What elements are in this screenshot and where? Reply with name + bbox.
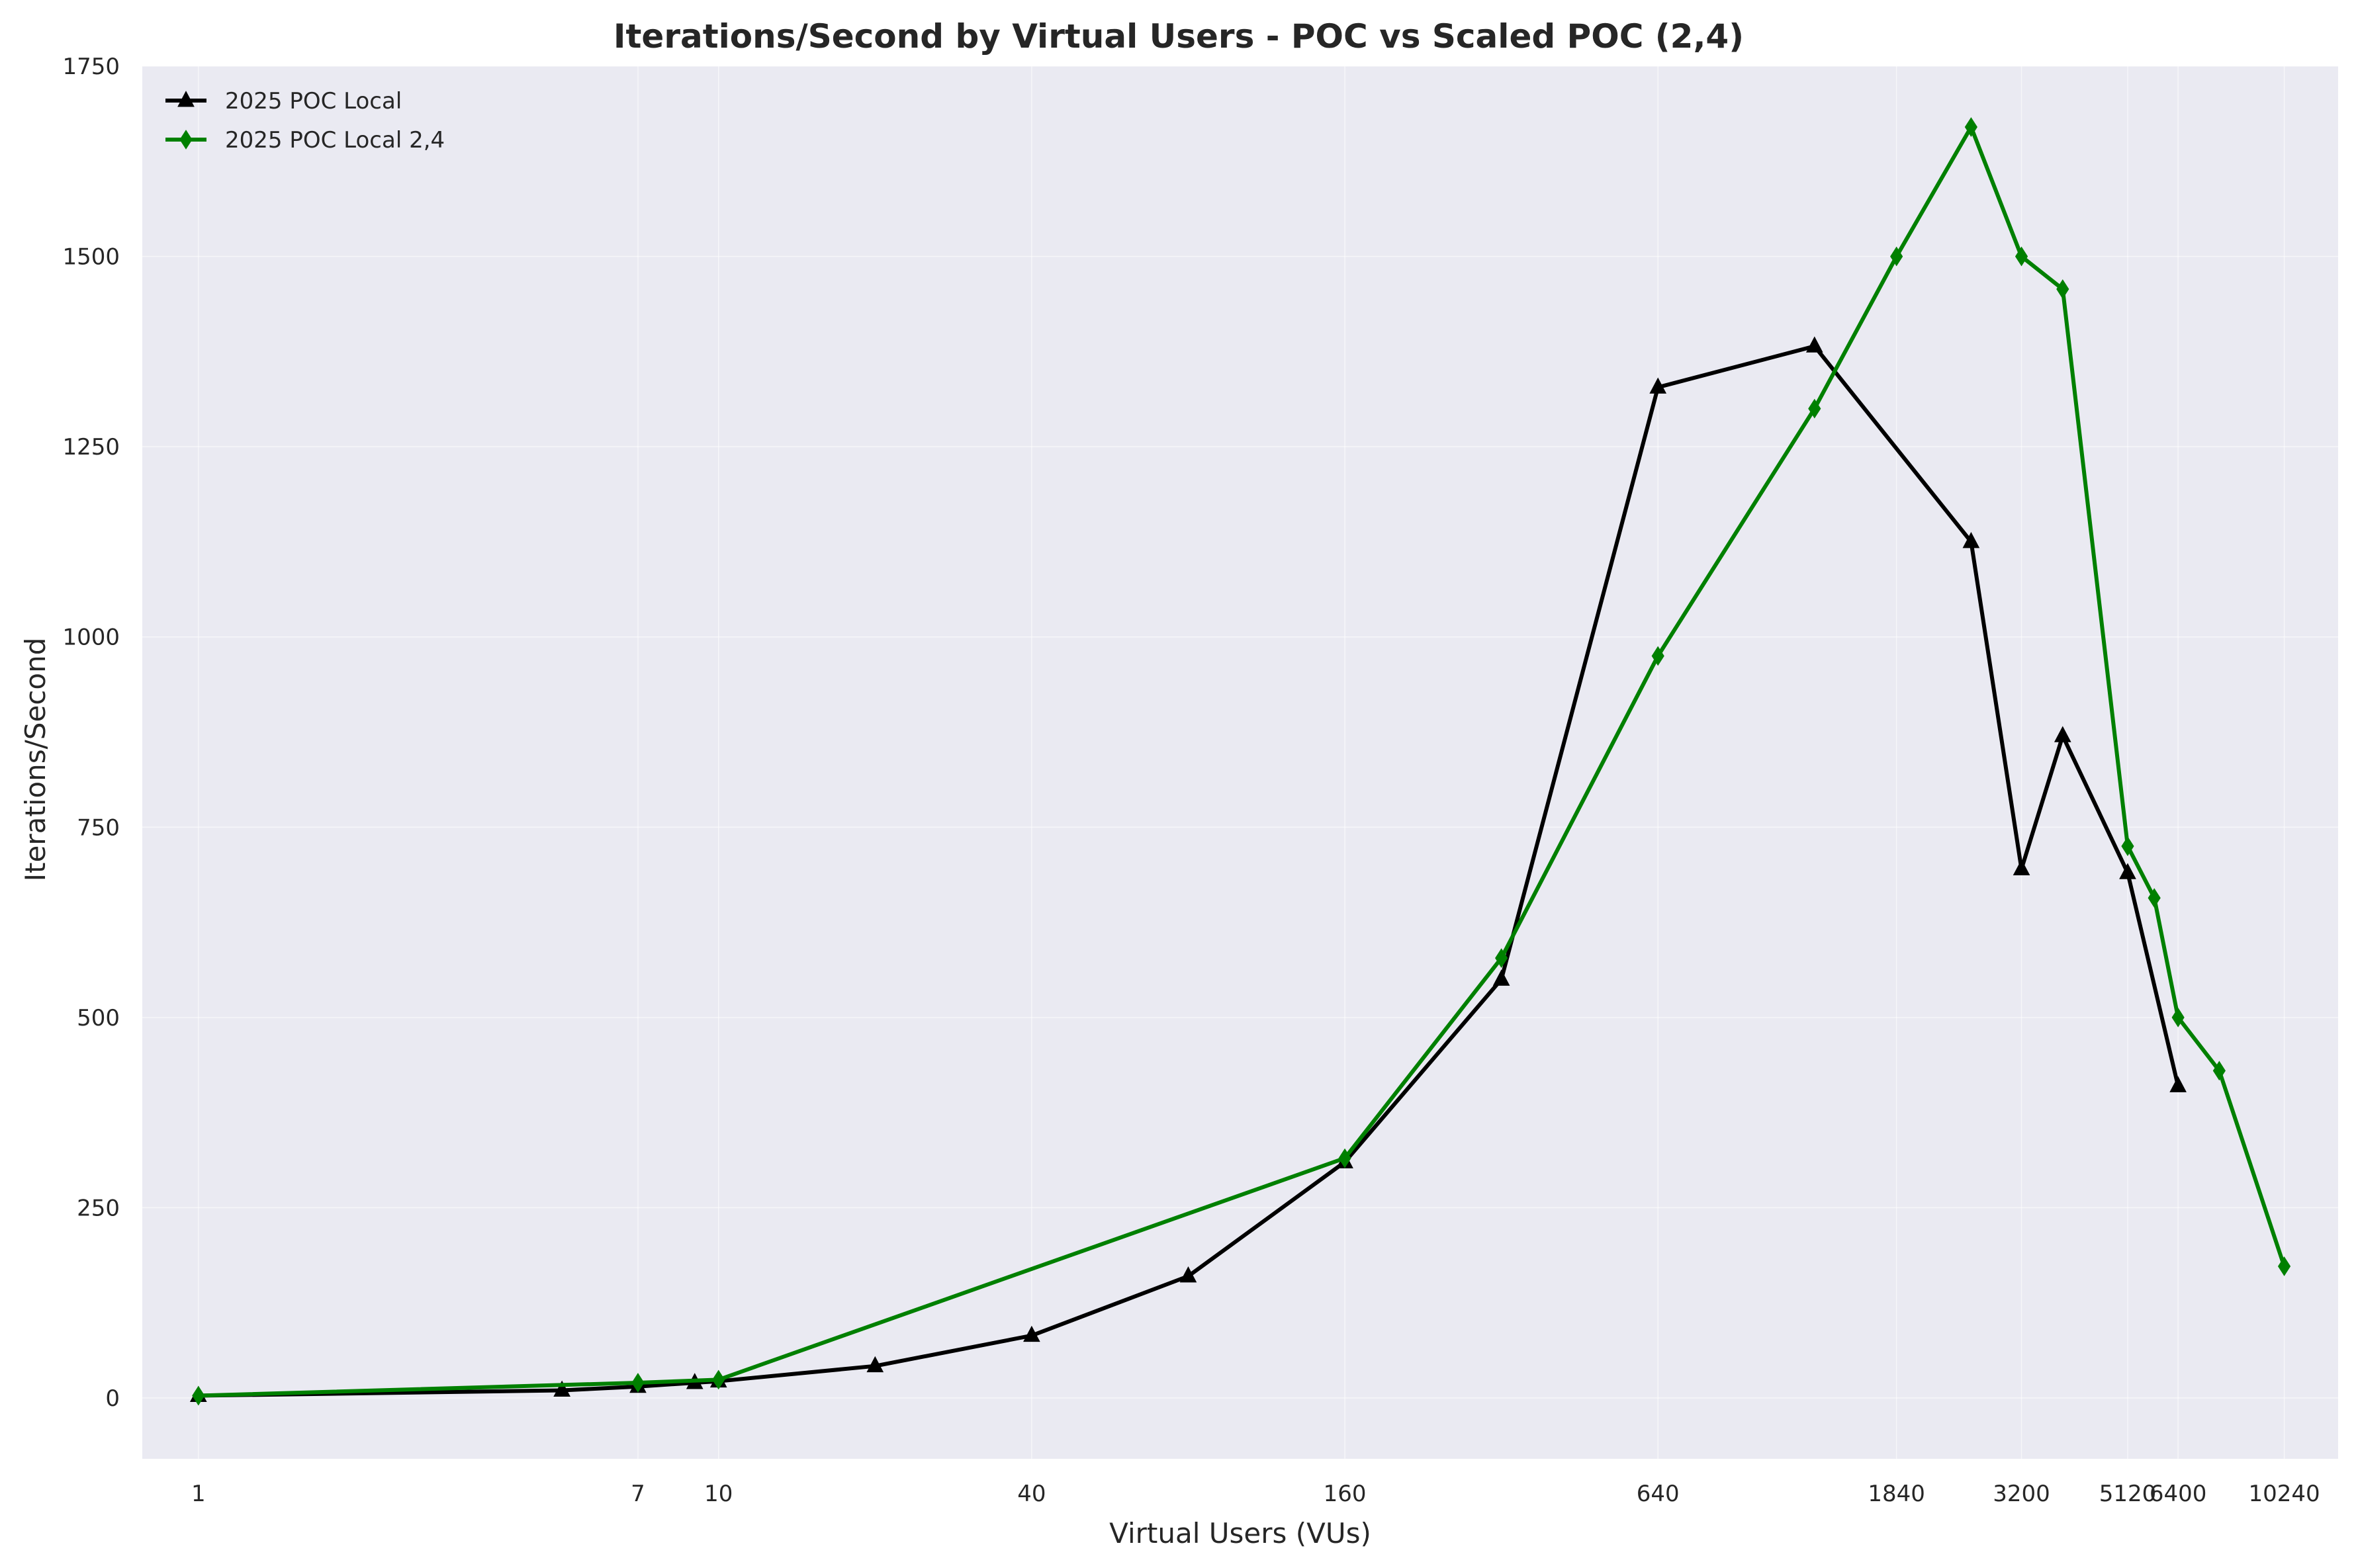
y-tick-label: 1000 (62, 625, 120, 651)
data-point (1338, 1148, 1351, 1168)
legend-item: 2025 POC Local 2,4 (165, 127, 445, 153)
data-point (1649, 377, 1667, 394)
y-tick-label: 750 (77, 814, 120, 841)
data-point (2169, 1076, 2187, 1092)
data-point (2121, 836, 2134, 856)
legend-item: 2025 POC Local (165, 88, 402, 114)
x-tick-label: 40 (1017, 1481, 1046, 1507)
data-point (192, 1385, 205, 1406)
legend: 2025 POC Local 2025 POC Local 2,4 (165, 88, 445, 153)
legend-label: 2025 POC Local (225, 88, 402, 114)
y-tick-label: 250 (77, 1195, 120, 1221)
plot-background (142, 66, 2338, 1459)
data-point (2212, 1061, 2226, 1081)
series-line (196, 125, 2287, 1398)
x-axis-label: Virtual Users (VUs) (1109, 1517, 1371, 1549)
data-point (1492, 969, 1510, 986)
data-point (1651, 646, 1664, 666)
data-point (2171, 1007, 2185, 1027)
data-point (1962, 532, 1980, 548)
legend-marker (179, 130, 193, 150)
data-point (1495, 948, 1508, 969)
y-tick-label: 0 (105, 1385, 120, 1412)
x-tick-label: 5120 (2099, 1481, 2157, 1507)
legend-marker (177, 91, 195, 107)
data-point (2148, 888, 2161, 908)
data-point (2277, 1256, 2291, 1276)
data-point (1808, 398, 1821, 419)
grid (142, 65, 2338, 1459)
y-tick-label: 1250 (62, 434, 120, 460)
x-tick-label: 1840 (1868, 1481, 1925, 1507)
data-point (2015, 246, 2028, 267)
data-point (1023, 1325, 1040, 1342)
legend-label: 2025 POC Local 2,4 (225, 127, 445, 153)
ticks: 0 250 500 750 1000 1250 1500 1750 1 7 10 40 160 640 18… (62, 54, 2320, 1507)
x-tick-label: 7 (631, 1481, 645, 1507)
data-point (2054, 726, 2071, 742)
data-point (2013, 859, 2030, 876)
data-point (1890, 246, 1903, 267)
data-point (866, 1356, 884, 1373)
y-tick-label: 1500 (62, 244, 120, 271)
x-tick-label: 1 (191, 1481, 206, 1507)
series-2 (192, 117, 2291, 1406)
x-tick-label: 6400 (2150, 1481, 2207, 1507)
data-point (631, 1373, 645, 1393)
y-tick-label: 500 (77, 1005, 120, 1031)
y-axis-label: Iterations/Second (19, 638, 52, 882)
data-point (1179, 1266, 1197, 1283)
x-tick-label: 160 (1324, 1481, 1367, 1507)
x-tick-label: 640 (1637, 1481, 1680, 1507)
data-point (553, 1380, 570, 1397)
data-point (2056, 279, 2069, 299)
chart-title: Iterations/Second by Virtual Users - POC… (613, 17, 1744, 56)
series-layer (189, 117, 2291, 1406)
y-tick-label: 1750 (62, 54, 120, 80)
data-point (2119, 863, 2136, 879)
x-tick-label: 10240 (2248, 1481, 2320, 1507)
x-tick-label: 3200 (1993, 1481, 2050, 1507)
data-point (1805, 336, 1823, 353)
x-tick-label: 10 (704, 1481, 733, 1507)
data-point (712, 1370, 725, 1390)
data-point (1964, 117, 1977, 137)
